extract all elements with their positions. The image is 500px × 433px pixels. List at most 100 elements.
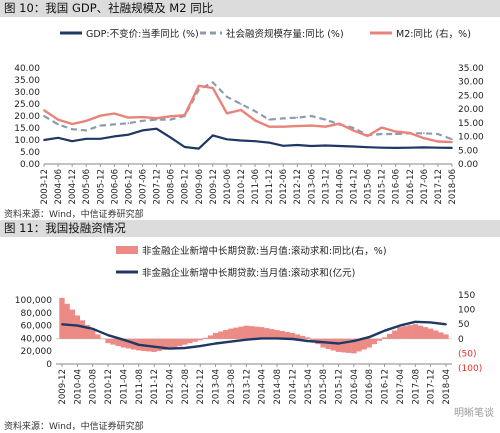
x-tick-label: 2012-12 (196, 369, 206, 405)
series-1-point (197, 147, 200, 150)
bar (202, 337, 209, 339)
y-left-tick-label: 20.00 (14, 112, 40, 122)
y-left-tick-label: 40.00 (14, 64, 40, 74)
bar (120, 338, 127, 348)
x-tick-label: 2018-04 (442, 369, 452, 405)
series-1-point (352, 145, 355, 148)
x-tick-label: 2017-04 (396, 369, 406, 405)
series-2-point (225, 95, 228, 98)
series-3-point (85, 120, 88, 122)
series-line-point (429, 321, 432, 324)
series-3-point (324, 125, 327, 128)
x-tick-label: 2017-12 (427, 369, 437, 405)
series-line-point (399, 324, 401, 327)
x-tick-label: 2010-12 (104, 369, 114, 405)
series-2-point (422, 132, 425, 135)
y-left-tick-label: 10.00 (14, 136, 40, 146)
series-3-point (437, 140, 439, 143)
series-line-point (61, 323, 63, 326)
series-1-point (422, 146, 425, 149)
series-3-point (169, 115, 172, 118)
bar (443, 334, 449, 339)
series-line-point (445, 323, 447, 326)
y-left-tick-label: 40,000 (21, 334, 53, 344)
series-3-point (268, 125, 271, 128)
series-2-point (71, 128, 74, 131)
series-3-point (99, 114, 102, 117)
series-line-point (230, 340, 232, 343)
series-3-point (366, 135, 369, 137)
series-2-point (127, 122, 130, 125)
fig10-chart: GDP:不变价:当季同比 (%) 社会融资规模存量:同比 (%) M2:同比 (右，… (14, 28, 484, 205)
series-line-point (368, 336, 371, 339)
series-line-point (214, 342, 217, 345)
series-line-point (414, 320, 417, 323)
bar (264, 328, 270, 339)
series-1-point (437, 146, 439, 149)
series-line-point (137, 343, 140, 346)
bar (371, 338, 378, 345)
series-3-point (310, 124, 313, 127)
bar (305, 337, 311, 339)
x-tick-label: 2013-12 (321, 169, 331, 205)
bar (248, 326, 255, 339)
series-3-point (408, 132, 411, 134)
x-tick-label: 2015-08 (319, 369, 329, 405)
x-tick-label: 2007-06 (138, 169, 148, 205)
bar (177, 338, 183, 347)
series-1-point (169, 136, 172, 139)
series-1-point (451, 147, 453, 149)
series-1-point (338, 145, 341, 147)
series-2-point (57, 123, 59, 126)
bar (84, 325, 91, 339)
series-1-point (225, 138, 228, 141)
series-1-point (57, 136, 59, 139)
x-tick-label: 2011-08 (135, 369, 145, 405)
x-tick-label: 2006-12 (124, 169, 134, 205)
bar (253, 326, 260, 339)
legend-label-1: GDP:不变价:当季同比 (%) (86, 28, 199, 40)
series-1-point (240, 139, 242, 142)
x-tick-label: 2017-12 (434, 169, 444, 205)
series-3-point (211, 87, 214, 89)
bar (187, 338, 193, 344)
series-2-point (169, 118, 172, 121)
x-tick-label: 2010-04 (73, 369, 83, 405)
bar (433, 330, 439, 339)
series-3-point (282, 125, 285, 128)
series-1-point (141, 129, 144, 132)
x-tick-label: 2010-08 (89, 369, 99, 405)
series-2-point (451, 138, 453, 141)
series-line-1 (43, 127, 453, 150)
bar (356, 338, 362, 352)
series-3-point (254, 119, 256, 122)
series-1-point (268, 141, 271, 144)
bar (340, 338, 347, 353)
x-tick-label: 2004-12 (68, 169, 78, 205)
series-2-point (99, 124, 102, 127)
series-line-point (91, 327, 94, 330)
series-3-point (422, 137, 425, 140)
x-tick-label: 2009-12 (58, 369, 68, 405)
bar (386, 333, 393, 339)
bar (212, 332, 219, 339)
series-1-point (310, 145, 313, 147)
series-line-point (245, 338, 248, 341)
series-2-point (310, 115, 313, 117)
series-2-point (296, 116, 299, 119)
bar (397, 327, 403, 339)
x-tick-label: 2014-04 (258, 369, 268, 405)
y-left-tick-label: 30.00 (14, 88, 40, 98)
series-line-point (199, 345, 202, 347)
x-tick-label: 2015-04 (304, 369, 314, 405)
y-right-tick-label: 15.00 (458, 119, 484, 129)
series-2-point (254, 110, 256, 113)
series-2-point (394, 133, 397, 135)
y-left-tick-label: 25.00 (14, 100, 40, 110)
x-tick-label: 2005-06 (82, 169, 92, 205)
fig11-source: 资料来源：Wind，中信证券研究部 (4, 422, 144, 432)
bar (412, 324, 418, 339)
y-left-tick-label: 5.00 (20, 148, 40, 158)
bar (74, 315, 81, 339)
x-tick-label: 2009-06 (195, 169, 205, 205)
